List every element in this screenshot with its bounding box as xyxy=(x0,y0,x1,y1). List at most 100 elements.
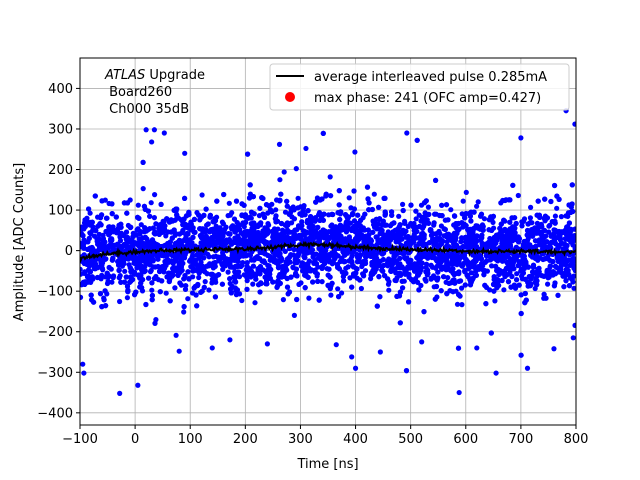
sample-point xyxy=(278,191,284,197)
sample-point xyxy=(267,271,273,277)
sample-point xyxy=(433,177,439,183)
sample-point xyxy=(366,207,372,213)
sample-point xyxy=(544,271,550,277)
sample-point xyxy=(91,299,97,305)
sample-point xyxy=(179,267,185,273)
sample-point xyxy=(128,239,134,245)
sample-point xyxy=(458,254,464,261)
sample-point xyxy=(99,212,105,218)
sample-point xyxy=(388,268,394,274)
sample-point xyxy=(361,227,368,233)
sample-point xyxy=(206,287,212,293)
sample-point xyxy=(183,213,190,219)
sample-point xyxy=(116,267,122,273)
sample-point xyxy=(286,289,293,295)
sample-point xyxy=(243,219,249,225)
sample-point xyxy=(370,229,376,235)
sample-point xyxy=(94,236,100,242)
sample-point xyxy=(364,184,371,190)
sample-point xyxy=(438,288,444,294)
sample-point xyxy=(232,269,238,275)
sample-point xyxy=(127,224,133,231)
sample-point xyxy=(281,230,287,236)
sample-point xyxy=(188,257,194,263)
sample-point xyxy=(227,280,233,287)
sample-point xyxy=(180,222,186,228)
sample-point xyxy=(214,198,220,204)
sample-point xyxy=(512,285,519,291)
sample-point xyxy=(110,229,117,235)
sample-point xyxy=(427,228,433,234)
sample-point xyxy=(476,266,482,272)
sample-point xyxy=(460,198,466,204)
sample-point xyxy=(440,238,446,244)
sample-point xyxy=(507,243,514,249)
sample-point xyxy=(382,273,388,279)
sample-point xyxy=(185,269,191,275)
sample-point xyxy=(94,274,101,281)
sample-point xyxy=(446,280,452,286)
sample-point xyxy=(300,268,306,274)
sample-point xyxy=(569,182,575,188)
sample-point xyxy=(295,195,301,201)
sample-point xyxy=(522,300,528,306)
sample-point xyxy=(159,278,165,284)
sample-point xyxy=(177,231,183,237)
sample-point xyxy=(377,230,383,237)
sample-point xyxy=(145,208,151,214)
sample-point xyxy=(266,263,272,269)
sample-point xyxy=(366,252,372,258)
sample-point xyxy=(480,227,486,233)
sample-point xyxy=(337,216,343,223)
sample-point xyxy=(481,216,487,222)
sample-point xyxy=(239,297,245,304)
sample-point xyxy=(393,239,399,245)
sample-point xyxy=(415,279,421,285)
sample-point xyxy=(490,213,496,219)
sample-point xyxy=(500,269,507,275)
sample-point xyxy=(167,298,173,304)
sample-point xyxy=(328,292,334,298)
sample-point xyxy=(552,280,558,286)
sample-point xyxy=(442,264,448,270)
sample-point xyxy=(416,287,422,293)
sample-point xyxy=(124,283,131,289)
sample-point xyxy=(152,192,158,198)
sample-point xyxy=(277,197,283,203)
sample-point xyxy=(478,256,485,262)
sample-point xyxy=(139,235,146,241)
sample-point xyxy=(296,281,302,287)
sample-point xyxy=(220,266,226,272)
sample-point xyxy=(135,214,141,220)
sample-point xyxy=(123,274,129,280)
sample-point xyxy=(147,213,153,219)
sample-point xyxy=(548,198,554,205)
sample-point xyxy=(421,223,427,229)
sample-point xyxy=(284,267,290,273)
sample-point xyxy=(474,203,480,209)
sample-point xyxy=(507,219,513,225)
sample-point xyxy=(101,297,107,303)
sample-point xyxy=(438,264,444,270)
sample-point xyxy=(428,275,434,281)
sample-point xyxy=(353,270,359,276)
sample-point xyxy=(299,219,305,225)
sample-point xyxy=(239,212,245,219)
sample-point xyxy=(308,223,314,229)
sample-point xyxy=(342,258,348,265)
sample-point xyxy=(369,260,375,266)
sample-point xyxy=(373,234,379,240)
sample-point xyxy=(358,285,364,292)
sample-point xyxy=(569,201,575,207)
sample-point xyxy=(182,238,189,244)
sample-point xyxy=(229,249,235,255)
sample-point xyxy=(433,257,439,263)
sample-point xyxy=(501,287,507,293)
sample-point xyxy=(552,182,558,189)
sample-point xyxy=(240,253,246,259)
sample-point xyxy=(456,278,462,284)
sample-point xyxy=(137,229,144,235)
sample-point xyxy=(104,270,110,276)
sample-point xyxy=(406,271,412,277)
sample-point xyxy=(90,246,96,252)
